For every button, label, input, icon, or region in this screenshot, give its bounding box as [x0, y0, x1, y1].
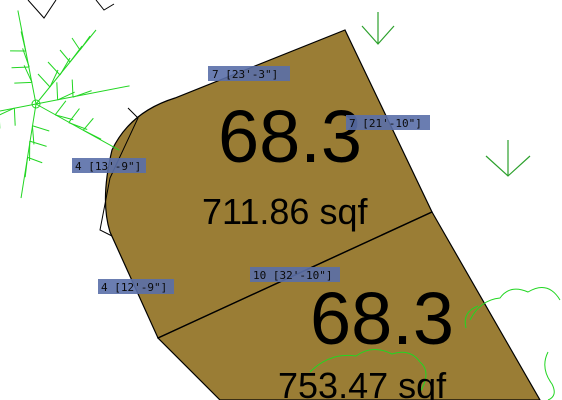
lot-2-area: 753.47 sqf [278, 365, 447, 400]
lot-1-area: 711.86 sqf [202, 191, 368, 232]
trace-lines [27, 0, 115, 19]
svg-text:7 [23'-3"]: 7 [23'-3"] [212, 68, 278, 81]
svg-text:4 [12'-9"]: 4 [12'-9"] [101, 281, 167, 294]
dimension-label-middle[interactable]: 10 [32'-10"] [250, 267, 340, 282]
lot-1-score: 68.3 [218, 95, 362, 178]
dimension-label-top-right[interactable]: 7 [21'-10"] [346, 115, 430, 130]
svg-text:4 [13'-9"]: 4 [13'-9"] [75, 160, 141, 173]
lot-2-score: 68.3 [310, 277, 454, 360]
north-arrow-icon-2 [485, 140, 531, 177]
palm-tree-icon [0, 10, 130, 199]
shrub-icon [309, 287, 561, 400]
parcel-group [99, 29, 541, 400]
svg-text:7 [21'-10"]: 7 [21'-10"] [349, 117, 422, 130]
svg-text:10 [32'-10"]: 10 [32'-10"] [253, 269, 332, 282]
dimension-label-left-lower[interactable]: 4 [12'-9"] [98, 279, 174, 294]
north-arrow-icon [361, 12, 395, 45]
dimension-label-left-upper[interactable]: 4 [13'-9"] [72, 158, 146, 173]
parcel-upper[interactable] [104, 29, 433, 339]
dimension-label-top-left[interactable]: 7 [23'-3"] [208, 66, 290, 81]
left-dimension-leader [99, 107, 139, 237]
